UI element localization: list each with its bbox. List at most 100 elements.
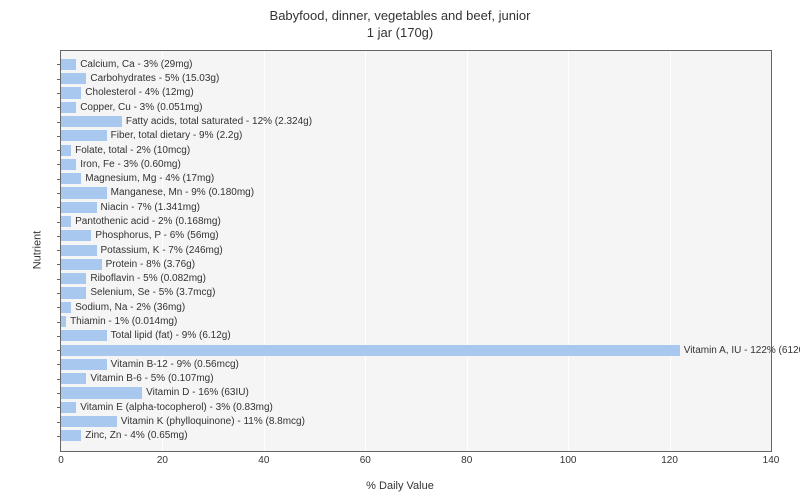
nutrient-bar — [61, 330, 107, 341]
x-tick-label: 40 — [258, 455, 269, 466]
nutrient-bar-label: Potassium, K - 7% (246mg) — [101, 245, 223, 256]
y-tick-mark — [57, 279, 61, 280]
nutrient-bar-label: Fatty acids, total saturated - 12% (2.32… — [126, 116, 312, 127]
y-tick-mark — [57, 407, 61, 408]
y-tick-mark — [57, 436, 61, 437]
title-line-1: Babyfood, dinner, vegetables and beef, j… — [270, 8, 531, 23]
nutrient-bar-label: Protein - 8% (3.76g) — [106, 259, 196, 270]
nutrient-bar-label: Vitamin B-12 - 9% (0.56mcg) — [111, 359, 239, 370]
y-tick-mark — [57, 107, 61, 108]
y-tick-mark — [57, 393, 61, 394]
nutrient-bar — [61, 87, 81, 98]
y-tick-mark — [57, 179, 61, 180]
nutrient-bar — [61, 102, 76, 113]
nutrient-bar — [61, 216, 71, 227]
y-tick-mark — [57, 250, 61, 251]
nutrient-bar — [61, 173, 81, 184]
nutrient-bar-label: Zinc, Zn - 4% (0.65mg) — [85, 430, 187, 441]
y-axis-label: Nutrient — [31, 231, 43, 270]
y-tick-mark — [57, 150, 61, 151]
nutrient-bar — [61, 402, 76, 413]
nutrient-bar-label: Vitamin E (alpha-tocopherol) - 3% (0.83m… — [80, 402, 273, 413]
nutrient-bar-label: Folate, total - 2% (10mcg) — [75, 145, 190, 156]
nutrient-bar-label: Magnesium, Mg - 4% (17mg) — [85, 173, 214, 184]
nutrient-bar-label: Copper, Cu - 3% (0.051mg) — [80, 102, 202, 113]
nutrient-bar — [61, 316, 66, 327]
x-tick-label: 80 — [461, 455, 472, 466]
nutrient-bar-label: Niacin - 7% (1.341mg) — [101, 202, 200, 213]
y-tick-mark — [57, 64, 61, 65]
x-tick-label: 20 — [157, 455, 168, 466]
x-tick-label: 0 — [58, 455, 64, 466]
nutrient-bar — [61, 430, 81, 441]
nutrient-bar-label: Vitamin B-6 - 5% (0.107mg) — [90, 373, 213, 384]
nutrient-bar — [61, 416, 117, 427]
nutrient-bar-label: Carbohydrates - 5% (15.03g) — [90, 73, 219, 84]
y-tick-mark — [57, 222, 61, 223]
grid-line — [264, 51, 265, 451]
nutrient-bar-label: Phosphorus, P - 6% (56mg) — [95, 230, 218, 241]
nutrient-bar-label: Vitamin K (phylloquinone) - 11% (8.8mcg) — [121, 416, 305, 427]
y-tick-mark — [57, 293, 61, 294]
y-tick-mark — [57, 236, 61, 237]
nutrient-bar — [61, 287, 86, 298]
nutrient-bar-label: Total lipid (fat) - 9% (6.12g) — [111, 330, 231, 341]
nutrient-bar-label: Cholesterol - 4% (12mg) — [85, 87, 193, 98]
grid-line — [568, 51, 569, 451]
nutrient-bar — [61, 145, 71, 156]
y-tick-mark — [57, 79, 61, 80]
x-tick-label: 120 — [661, 455, 678, 466]
y-tick-mark — [57, 350, 61, 351]
chart-container: Babyfood, dinner, vegetables and beef, j… — [0, 0, 800, 500]
nutrient-bar — [61, 73, 86, 84]
nutrient-bar — [61, 116, 122, 127]
nutrient-bar — [61, 273, 86, 284]
nutrient-bar — [61, 202, 97, 213]
y-tick-mark — [57, 207, 61, 208]
y-tick-mark — [57, 336, 61, 337]
x-tick-label: 140 — [763, 455, 780, 466]
nutrient-bar — [61, 359, 107, 370]
nutrient-bar-label: Vitamin A, IU - 122% (6120IU) — [684, 345, 800, 356]
x-axis-label: % Daily Value — [366, 480, 434, 492]
nutrient-bar — [61, 230, 91, 241]
nutrient-bar-label: Thiamin - 1% (0.014mg) — [70, 316, 177, 327]
nutrient-bar — [61, 159, 76, 170]
nutrient-bar — [61, 373, 86, 384]
nutrient-bar-label: Sodium, Na - 2% (36mg) — [75, 302, 185, 313]
y-tick-mark — [57, 364, 61, 365]
y-tick-mark — [57, 322, 61, 323]
grid-line — [670, 51, 671, 451]
nutrient-bar-label: Riboflavin - 5% (0.082mg) — [90, 273, 206, 284]
nutrient-bar-label: Pantothenic acid - 2% (0.168mg) — [75, 216, 221, 227]
title-line-2: 1 jar (170g) — [367, 25, 433, 40]
nutrient-bar — [61, 130, 107, 141]
nutrient-bar — [61, 259, 102, 270]
nutrient-bar — [61, 245, 97, 256]
grid-line — [467, 51, 468, 451]
grid-line — [365, 51, 366, 451]
y-tick-mark — [57, 193, 61, 194]
nutrient-bar-label: Manganese, Mn - 9% (0.180mg) — [111, 187, 254, 198]
nutrient-bar — [61, 187, 107, 198]
y-tick-mark — [57, 264, 61, 265]
y-tick-mark — [57, 122, 61, 123]
nutrient-bar — [61, 387, 142, 398]
y-tick-mark — [57, 136, 61, 137]
y-tick-mark — [57, 164, 61, 165]
nutrient-bar — [61, 345, 680, 356]
nutrient-bar-label: Iron, Fe - 3% (0.60mg) — [80, 159, 181, 170]
y-tick-mark — [57, 422, 61, 423]
y-tick-mark — [57, 379, 61, 380]
y-tick-mark — [57, 93, 61, 94]
nutrient-bar-label: Selenium, Se - 5% (3.7mcg) — [90, 287, 215, 298]
nutrient-bar-label: Vitamin D - 16% (63IU) — [146, 387, 249, 398]
plot-area: 020406080100120140Calcium, Ca - 3% (29mg… — [60, 50, 772, 452]
nutrient-bar — [61, 302, 71, 313]
x-tick-label: 100 — [560, 455, 577, 466]
x-tick-label: 60 — [360, 455, 371, 466]
nutrient-bar — [61, 59, 76, 70]
chart-title: Babyfood, dinner, vegetables and beef, j… — [0, 0, 800, 42]
nutrient-bar-label: Calcium, Ca - 3% (29mg) — [80, 59, 192, 70]
nutrient-bar-label: Fiber, total dietary - 9% (2.2g) — [111, 130, 243, 141]
